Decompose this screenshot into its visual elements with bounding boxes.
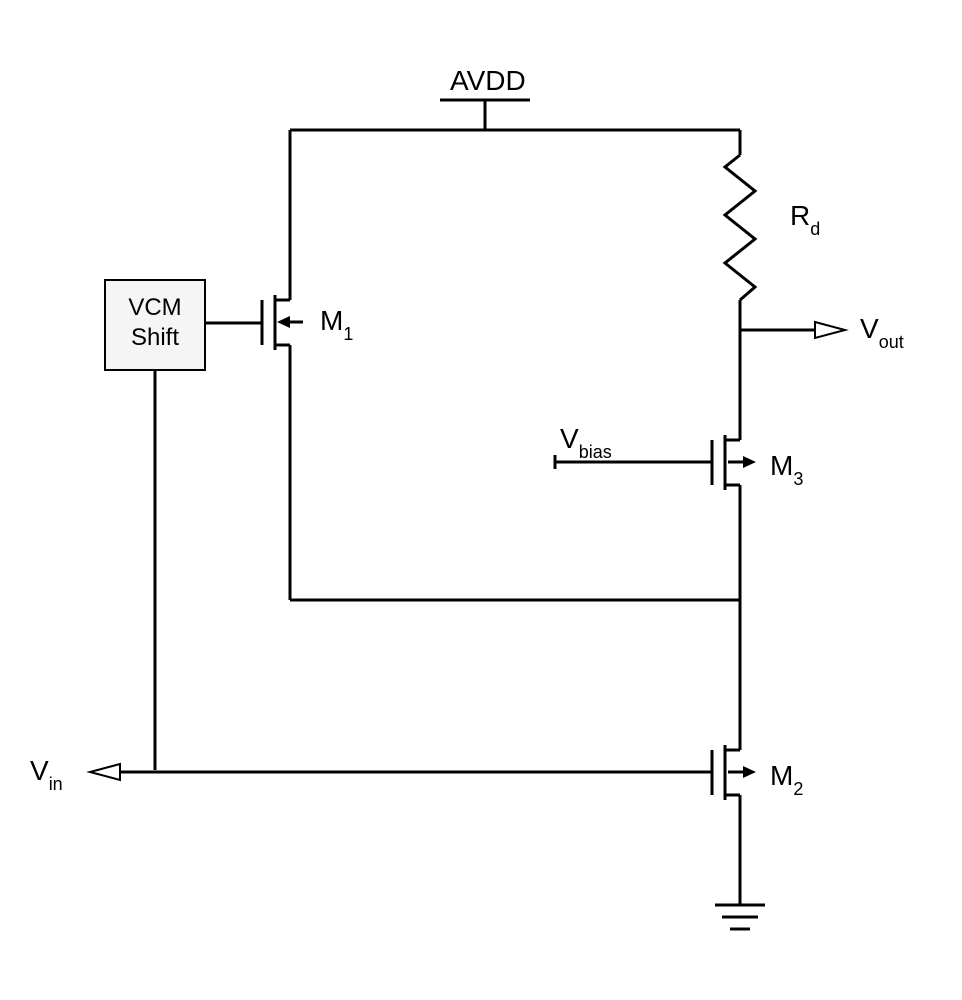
m1-label: M1 <box>320 305 353 344</box>
rd-label: Rd <box>790 200 820 239</box>
m3-label: M3 <box>770 450 803 489</box>
m2-label: M2 <box>770 760 803 799</box>
transistor-m1 <box>205 287 303 600</box>
vbias-label: Vbias <box>560 423 612 462</box>
vcm-line1: VCM <box>128 294 181 321</box>
resistor-rd <box>725 130 755 330</box>
vout-port <box>815 322 845 338</box>
vin-port <box>90 764 120 780</box>
gnd-symbol <box>715 905 765 929</box>
circuit-diagram: AVDD M1 VCM Shift Rd Vout <box>0 0 962 1000</box>
avdd-label: AVDD <box>450 65 526 96</box>
transistor-m3 <box>640 428 756 600</box>
vout-label: Vout <box>860 313 904 352</box>
transistor-m2 <box>155 738 756 905</box>
vin-label: Vin <box>30 755 63 794</box>
vcm-line2: Shift <box>131 324 179 351</box>
